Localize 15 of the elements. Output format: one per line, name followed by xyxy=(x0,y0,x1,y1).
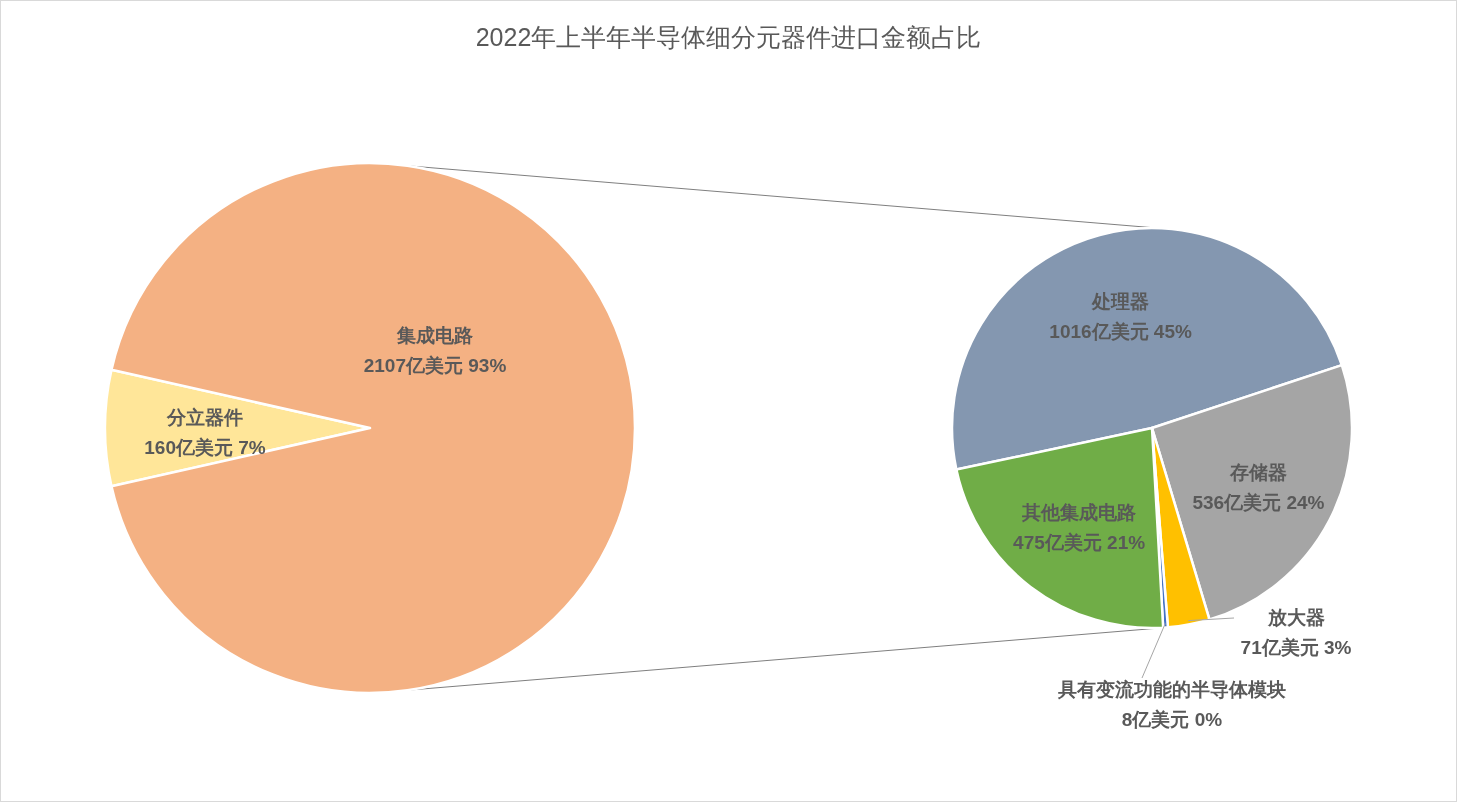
data-label: 1016亿美元 45% xyxy=(1049,321,1192,343)
slice-label: 放大器 xyxy=(1266,607,1325,628)
slice-label: 存储器 xyxy=(1228,462,1287,484)
data-label: 475亿美元 21% xyxy=(1013,532,1146,554)
data-label: 536亿美元 24% xyxy=(1192,492,1325,514)
slice-label: 处理器 xyxy=(1091,291,1150,313)
text: 2022年上半年半导体细分元器件进口金额占比 xyxy=(475,23,982,51)
data-label: 160亿美元 7% xyxy=(144,437,266,458)
data-label: 2107亿美元 93% xyxy=(363,355,507,376)
data-label: 71亿美元 3% xyxy=(1240,637,1352,658)
data-label: 8亿美元 0% xyxy=(1121,709,1223,730)
slice-label: 具有变流功能的半导体模块 xyxy=(1057,679,1286,700)
slice-label: 分立器件 xyxy=(166,407,243,428)
slice-label: 集成电路 xyxy=(396,325,473,346)
slice-label: 其他集成电路 xyxy=(1021,502,1137,524)
